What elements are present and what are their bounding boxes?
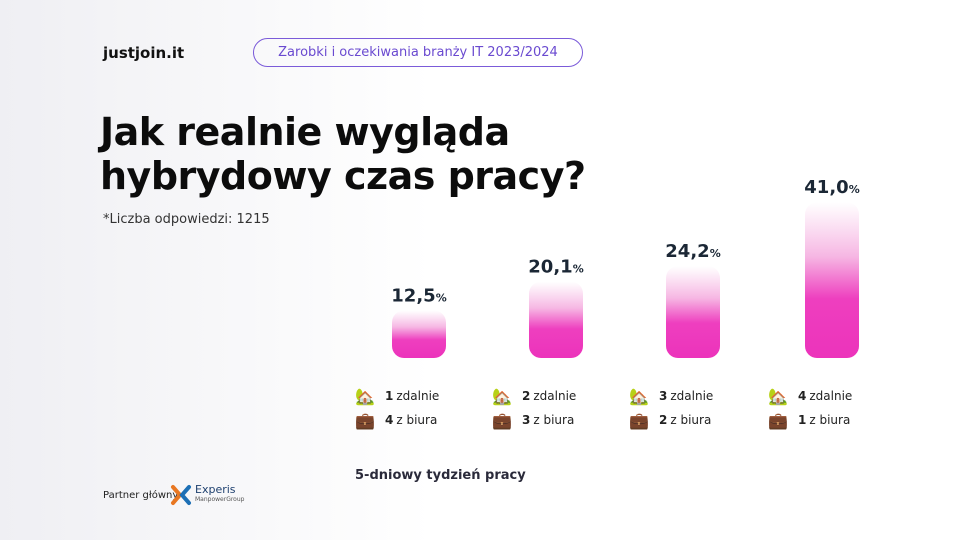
bar-3 — [666, 266, 720, 358]
remote-days-text: zdalnie — [670, 389, 714, 403]
office-days-row: 💼 3 z biura — [492, 408, 612, 432]
title-line-1: Jak realnie wygląda — [100, 110, 510, 154]
bar-4 — [805, 202, 859, 358]
remote-days-count: 3 — [659, 389, 668, 403]
experis-x-icon — [171, 485, 191, 505]
remote-days-text: zdalnie — [809, 389, 853, 403]
partner-logo: Experis ManpowerGroup — [170, 484, 244, 506]
office-days-text: z biura — [533, 413, 575, 427]
category-label-1: 🏡 1 zdalnie 💼 4 z biura — [355, 384, 475, 432]
house-with-garden-icon: 🏡 — [629, 386, 649, 406]
remote-days-row: 🏡 3 zdalnie — [629, 384, 749, 408]
house-with-garden-icon: 🏡 — [492, 386, 512, 406]
brand-logo: justjoin.it — [103, 44, 185, 62]
briefcase-icon: 💼 — [492, 410, 512, 430]
bar-value-label-3: 24,2% — [665, 241, 720, 262]
remote-days-text: zdalnie — [533, 389, 577, 403]
partner-name: Experis — [195, 483, 236, 496]
bar-value-label-1: 12,5% — [391, 286, 446, 307]
office-days-text: z biura — [396, 413, 438, 427]
remote-days-row: 🏡 2 zdalnie — [492, 384, 612, 408]
remote-days-count: 1 — [385, 389, 394, 403]
house-with-garden-icon: 🏡 — [355, 386, 375, 406]
remote-days-text: zdalnie — [396, 389, 440, 403]
office-days-count: 1 — [798, 413, 807, 427]
bar-value-label-4: 41,0% — [804, 177, 859, 198]
office-days-text: z biura — [809, 413, 851, 427]
office-days-count: 4 — [385, 413, 394, 427]
briefcase-icon: 💼 — [629, 410, 649, 430]
bar-value-label-2: 20,1% — [528, 257, 583, 278]
page-title: Jak realnie wygląda hybrydowy czas pracy… — [100, 110, 660, 198]
partner-label: Partner główny — [103, 490, 179, 501]
remote-days-row: 🏡 1 zdalnie — [355, 384, 475, 408]
office-days-count: 2 — [659, 413, 668, 427]
x-axis-label: 5-dniowy tydzień pracy — [355, 468, 526, 483]
office-days-row: 💼 2 z biura — [629, 408, 749, 432]
title-line-2: hybrydowy czas pracy? — [100, 154, 586, 198]
category-label-3: 🏡 3 zdalnie 💼 2 z biura — [629, 384, 749, 432]
category-label-2: 🏡 2 zdalnie 💼 3 z biura — [492, 384, 612, 432]
office-days-row: 💼 1 z biura — [768, 408, 888, 432]
remote-days-count: 4 — [798, 389, 807, 403]
house-with-garden-icon: 🏡 — [768, 386, 788, 406]
briefcase-icon: 💼 — [768, 410, 788, 430]
report-badge: Zarobki i oczekiwania branży IT 2023/202… — [253, 38, 583, 67]
bar-1 — [392, 310, 446, 358]
category-label-4: 🏡 4 zdalnie 💼 1 z biura — [768, 384, 888, 432]
briefcase-icon: 💼 — [355, 410, 375, 430]
office-days-text: z biura — [670, 413, 712, 427]
office-days-count: 3 — [522, 413, 531, 427]
office-days-row: 💼 4 z biura — [355, 408, 475, 432]
remote-days-count: 2 — [522, 389, 531, 403]
remote-days-row: 🏡 4 zdalnie — [768, 384, 888, 408]
bar-2 — [529, 281, 583, 358]
response-count-note: *Liczba odpowiedzi: 1215 — [103, 212, 270, 227]
partner-subname: ManpowerGroup — [195, 496, 245, 503]
